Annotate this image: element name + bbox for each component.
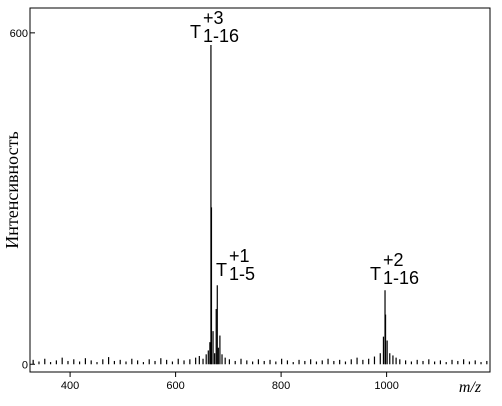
y-axis-label: Интенсивность [2,131,22,248]
annotation-sub: 1-5 [229,264,255,284]
annotation: T +3 1-16 [190,8,239,46]
annotation-text: T [216,260,227,280]
plot-frame [29,7,491,373]
annotation-sup: +2 [383,250,404,270]
annotation-sup: +3 [203,8,224,28]
x-axis-label: m/z [459,379,482,396]
annotation-sub: 1-16 [383,268,419,288]
annotation: T +2 1-16 [370,250,419,288]
x-tick-label: 800 [272,380,290,392]
annotation: T +1 1-5 [216,246,255,284]
y-tick-label: 0 [22,359,28,371]
x-tick-label: 1000 [374,380,398,392]
annotation-text: T [370,264,381,284]
y-tick-label: 600 [10,28,28,40]
annotation-sub: 1-16 [203,26,239,46]
x-tick-label: 400 [61,380,79,392]
annotation-sup: +1 [229,246,250,266]
x-tick-label: 600 [166,380,184,392]
annotation-text: T [190,22,201,42]
